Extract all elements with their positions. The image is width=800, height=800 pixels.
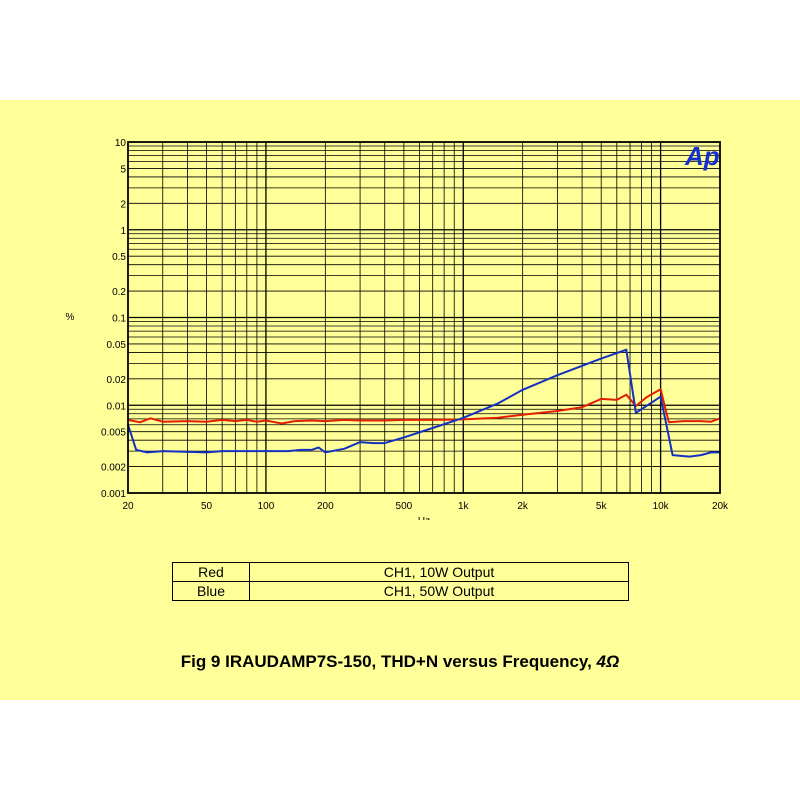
legend-color-name: Blue <box>172 581 250 601</box>
x-axis-label: Hz <box>418 516 430 520</box>
y-tick-label: 0.005 <box>101 428 126 439</box>
y-tick-label: 0.01 <box>107 401 127 412</box>
series-line-red <box>127 388 721 425</box>
y-axis-label: % <box>66 312 75 323</box>
y-tick-label: 5 <box>120 164 126 175</box>
tick-labels: 20 50 100 200 500 1k 2k 5k 10k 20k 10 5 2 1 0.5 0.2 0.1 0… <box>101 138 729 512</box>
y-tick-label: 0.5 <box>112 252 126 263</box>
legend-color-name: Red <box>172 562 250 582</box>
x-tick-label: 20 <box>122 501 134 512</box>
x-tick-label: 20k <box>712 501 729 512</box>
plot-frame <box>127 141 721 494</box>
series-lines <box>127 348 721 458</box>
thd-frequency-chart: 20 50 100 200 500 1k 2k 5k 10k 20k 10 5 2 1 0.5 0.2 0.1 0… <box>66 138 730 520</box>
y-tick-label: 2 <box>120 199 126 210</box>
y-tick-label: 0.02 <box>107 375 127 386</box>
legend-description: CH1, 10W Output <box>249 562 629 582</box>
y-tick-label: 1 <box>120 226 126 237</box>
legend-row: Blue CH1, 50W Output <box>172 581 629 601</box>
ap-logo: Ap <box>684 141 720 171</box>
y-tick-label: 0.05 <box>107 340 127 351</box>
x-tick-label: 500 <box>396 501 413 512</box>
series-line-blue <box>127 348 720 458</box>
caption-main: Fig 9 IRAUDAMP7S-150, THD+N versus Frequ… <box>180 652 597 671</box>
legend-row: Red CH1, 10W Output <box>172 562 629 582</box>
y-tick-label: 0.001 <box>101 489 126 500</box>
y-tick-label: 0.1 <box>112 314 126 325</box>
figure-caption: Fig 9 IRAUDAMP7S-150, THD+N versus Frequ… <box>0 652 800 672</box>
x-tick-label: 2k <box>517 501 529 512</box>
legend-description: CH1, 50W Output <box>249 581 629 601</box>
x-tick-label: 1k <box>458 501 470 512</box>
y-tick-label: 0.2 <box>112 287 126 298</box>
x-tick-label: 50 <box>201 501 213 512</box>
x-tick-label: 5k <box>596 501 608 512</box>
x-tick-label: 200 <box>317 501 334 512</box>
y-tick-label: 0.002 <box>101 463 126 474</box>
grid <box>128 142 720 493</box>
y-tick-label: 10 <box>115 138 127 149</box>
legend-table: Red CH1, 10W Output Blue CH1, 50W Output <box>172 562 629 601</box>
figure-panel: 20 50 100 200 500 1k 2k 5k 10k 20k 10 5 2 1 0.5 0.2 0.1 0… <box>0 100 800 700</box>
plot-border <box>127 141 721 494</box>
caption-impedance: 4Ω <box>596 652 620 671</box>
x-tick-label: 10k <box>653 501 670 512</box>
x-tick-label: 100 <box>258 501 275 512</box>
